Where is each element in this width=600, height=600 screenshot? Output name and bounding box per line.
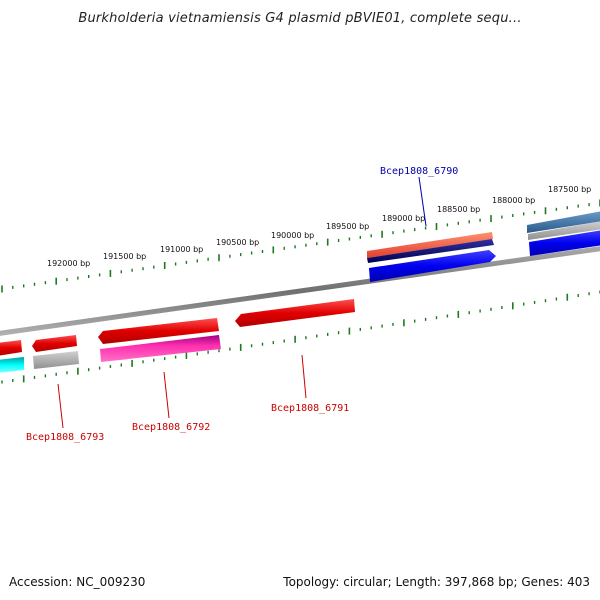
ruler-label-188000: 188000 bp: [492, 196, 535, 205]
gene-label-bcep1808-6791[interactable]: Bcep1808_6791: [271, 403, 349, 414]
gene-gray-right[interactable]: [528, 221, 600, 240]
gene-pink-bcep1808-6792[interactable]: [100, 335, 221, 362]
gene-gray-bcep1808-6793[interactable]: [33, 351, 79, 369]
gene-labels: Bcep1808_6790 Bcep1808_6791 Bcep1808_679…: [26, 166, 458, 443]
label-leaders: [57, 176, 427, 429]
ruler-label-191500: 191500 bp: [103, 252, 146, 261]
ruler-label-189500: 189500 bp: [326, 222, 369, 231]
forward-genes: [367, 211, 600, 282]
gene-steel-blue[interactable]: [527, 211, 600, 233]
gene-red-left-edge[interactable]: [0, 340, 22, 356]
ruler-labels: 192000 bp 191500 bp 191000 bp 190500 bp …: [47, 185, 591, 268]
gene-red-mid[interactable]: [98, 318, 219, 344]
gene-salmon[interactable]: [367, 232, 493, 258]
leader-bcep1808-6793: [57, 383, 64, 429]
ruler-label-190000: 190000 bp: [271, 231, 314, 240]
ruler-label-192000: 192000 bp: [47, 259, 90, 268]
inner-ruler-ticks: [1, 290, 600, 384]
map-title: Burkholderia vietnamiensis G4 plasmid pB…: [78, 11, 522, 26]
gene-blue-right[interactable]: [529, 230, 600, 256]
leader-bcep1808-6791: [301, 354, 307, 399]
gene-label-bcep1808-6790[interactable]: Bcep1808_6790: [380, 166, 458, 177]
leader-bcep1808-6790: [418, 176, 427, 227]
gene-label-bcep1808-6792[interactable]: Bcep1808_6792: [132, 422, 210, 433]
ruler-label-191000: 191000 bp: [160, 245, 203, 254]
leader-bcep1808-6792: [163, 371, 170, 419]
backbone-circle: [0, 246, 600, 336]
gene-navy[interactable]: [367, 239, 494, 263]
ruler-label-187500: 187500 bp: [548, 185, 591, 194]
reverse-genes: [0, 299, 355, 373]
topology-summary: Topology: circular; Length: 397,868 bp; …: [283, 575, 590, 589]
gene-cyan-left-edge[interactable]: [0, 357, 24, 373]
gene-red-bcep1808-6791[interactable]: [235, 299, 355, 327]
gene-red-small[interactable]: [32, 335, 77, 352]
accession-text: Accession: NC_009230: [9, 575, 146, 589]
ruler-label-188500: 188500 bp: [437, 205, 480, 214]
gene-label-bcep1808-6793[interactable]: Bcep1808_6793: [26, 432, 104, 443]
outer-ruler-ticks: [1, 199, 600, 293]
ruler-label-189000: 189000 bp: [382, 214, 425, 223]
ruler-label-190500: 190500 bp: [216, 238, 259, 247]
gene-blue-bcep1808-6790[interactable]: [369, 250, 496, 282]
